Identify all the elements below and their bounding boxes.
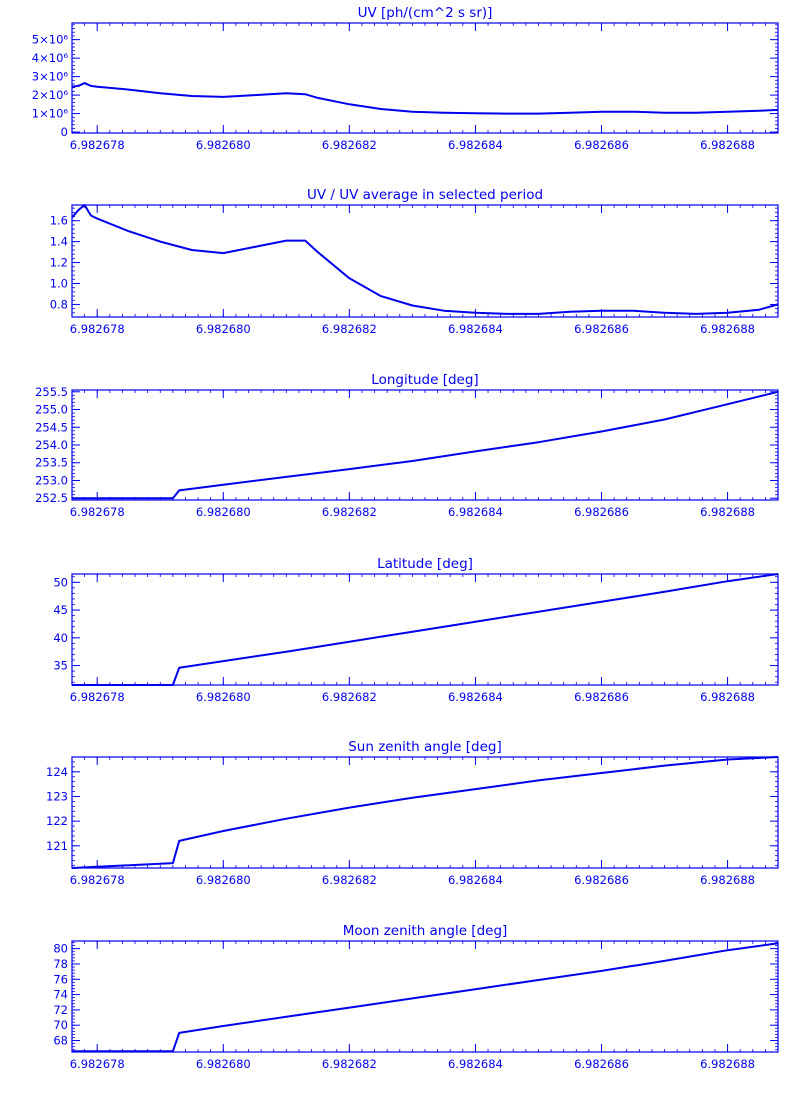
y-tick-label: 0 xyxy=(61,125,68,139)
x-tick-label: 6.982678 xyxy=(70,690,125,704)
chart-panel-2: UV / UV average in selected period 6.9826… xyxy=(50,187,779,336)
series-line xyxy=(71,204,779,315)
x-tick-label: 6.982688 xyxy=(700,690,755,704)
y-tick-label: 122 xyxy=(46,814,68,828)
x-tick-label: 6.982682 xyxy=(322,690,377,704)
chart-title: Moon zenith angle [deg] xyxy=(343,923,508,939)
x-tick-label: 6.982688 xyxy=(700,138,755,152)
x-tick-label: 6.982684 xyxy=(448,505,503,519)
chart-title: Latitude [deg] xyxy=(377,556,473,572)
series-line xyxy=(72,390,779,500)
chart-panel-1: UV [ph/(cm^2 s sr)] 6.982678 6.982680 6.982… xyxy=(32,5,779,152)
y-tick-label: 254.5 xyxy=(35,420,68,434)
x-tick-label: 6.982682 xyxy=(322,138,377,152)
x-tick-label: 6.982688 xyxy=(700,322,755,336)
y-tick-label: 1.2 xyxy=(50,256,68,270)
y-tick-label: 74 xyxy=(53,988,68,1002)
x-tick-label: 6.982688 xyxy=(700,505,755,519)
y-tick-label: 253.0 xyxy=(35,473,68,487)
series-line xyxy=(72,573,779,686)
x-tick-label: 6.982678 xyxy=(70,505,125,519)
x-tick-label: 6.982682 xyxy=(322,873,377,887)
x-tick-label: 6.982682 xyxy=(322,322,377,336)
x-tick-label: 6.982682 xyxy=(322,1057,377,1071)
plot-frame xyxy=(71,756,779,869)
y-tick-label: 255.5 xyxy=(35,385,68,399)
y-tick-label: 254.0 xyxy=(35,438,68,452)
x-tick-label: 6.982684 xyxy=(448,873,503,887)
x-tick-label: 6.982678 xyxy=(70,1057,125,1071)
chart-panel-5: Sun zenith angle [deg] 6.982678 6.982680 6.… xyxy=(46,739,779,887)
x-tick-label: 6.982680 xyxy=(196,322,251,336)
series-line xyxy=(71,756,779,869)
plot-frame xyxy=(71,22,779,134)
chart-title: UV / UV average in selected period xyxy=(307,187,543,203)
y-tick-label: 35 xyxy=(53,659,68,673)
y-tick-label: 123 xyxy=(46,789,68,803)
y-tick-label: 76 xyxy=(53,972,68,986)
x-tick-label: 6.982686 xyxy=(574,138,629,152)
y-tick-label: 40 xyxy=(53,631,68,645)
y-tick-label: 255.0 xyxy=(35,403,68,417)
chart-panel-4: Latitude [deg] 6.982678 6.982680 6.982682 6.… xyxy=(53,556,779,704)
x-tick-label: 6.982680 xyxy=(196,1057,251,1071)
x-tick-label: 6.982678 xyxy=(70,138,125,152)
x-tick-label: 6.982686 xyxy=(574,505,629,519)
chart-title: UV [ph/(cm^2 s sr)] xyxy=(358,5,493,21)
y-tick-label: 5×10⁶ xyxy=(32,33,69,47)
x-tick-label: 6.982680 xyxy=(196,138,251,152)
x-tick-label: 6.982686 xyxy=(574,873,629,887)
y-tick-label: 2×10⁶ xyxy=(32,88,69,102)
y-tick-label: 253.5 xyxy=(35,456,68,470)
series-line xyxy=(72,942,779,1053)
y-tick-label: 1.0 xyxy=(50,277,68,291)
y-tick-label: 1.4 xyxy=(50,235,68,249)
y-tick-label: 3×10⁶ xyxy=(32,70,69,84)
chart-panel-3: Longitude [deg] 6.982678 6.982680 6.982682 6… xyxy=(35,372,779,519)
x-tick-label: 6.982688 xyxy=(700,873,755,887)
y-tick-label: 78 xyxy=(53,957,68,971)
x-tick-label: 6.982684 xyxy=(448,690,503,704)
plot-frame xyxy=(71,389,779,501)
y-tick-label: 50 xyxy=(53,575,68,589)
y-tick-label: 252.5 xyxy=(35,491,68,505)
x-tick-label: 6.982688 xyxy=(700,1057,755,1071)
x-tick-label: 6.982680 xyxy=(196,690,251,704)
y-tick-label: 4×10⁶ xyxy=(32,51,69,65)
y-tick-label: 68 xyxy=(53,1034,68,1048)
y-tick-label: 121 xyxy=(46,839,68,853)
x-tick-label: 6.982686 xyxy=(574,1057,629,1071)
y-tick-label: 0.8 xyxy=(50,297,68,311)
x-tick-label: 6.982680 xyxy=(196,873,251,887)
y-tick-label: 72 xyxy=(53,1003,68,1017)
y-tick-label: 1×10⁶ xyxy=(32,107,69,121)
y-tick-label: 80 xyxy=(53,942,68,956)
y-tick-label: 124 xyxy=(46,765,68,779)
plot-frame xyxy=(71,204,779,318)
series-line xyxy=(71,82,779,115)
y-tick-label: 1.6 xyxy=(50,214,68,228)
chart-panel-6: Moon zenith angle [deg] 6.982678 6.982680 6… xyxy=(53,923,779,1071)
chart-title: Longitude [deg] xyxy=(371,372,478,388)
x-tick-label: 6.982684 xyxy=(448,138,503,152)
x-tick-label: 6.982682 xyxy=(322,505,377,519)
x-tick-label: 6.982678 xyxy=(70,873,125,887)
x-tick-label: 6.982680 xyxy=(196,505,251,519)
y-tick-label: 70 xyxy=(53,1018,68,1032)
y-tick-label: 45 xyxy=(53,603,68,617)
x-tick-label: 6.982684 xyxy=(448,322,503,336)
chart-title: Sun zenith angle [deg] xyxy=(348,739,502,755)
x-tick-label: 6.982678 xyxy=(70,322,125,336)
x-tick-label: 6.982684 xyxy=(448,1057,503,1071)
x-tick-label: 6.982686 xyxy=(574,690,629,704)
x-tick-label: 6.982686 xyxy=(574,322,629,336)
